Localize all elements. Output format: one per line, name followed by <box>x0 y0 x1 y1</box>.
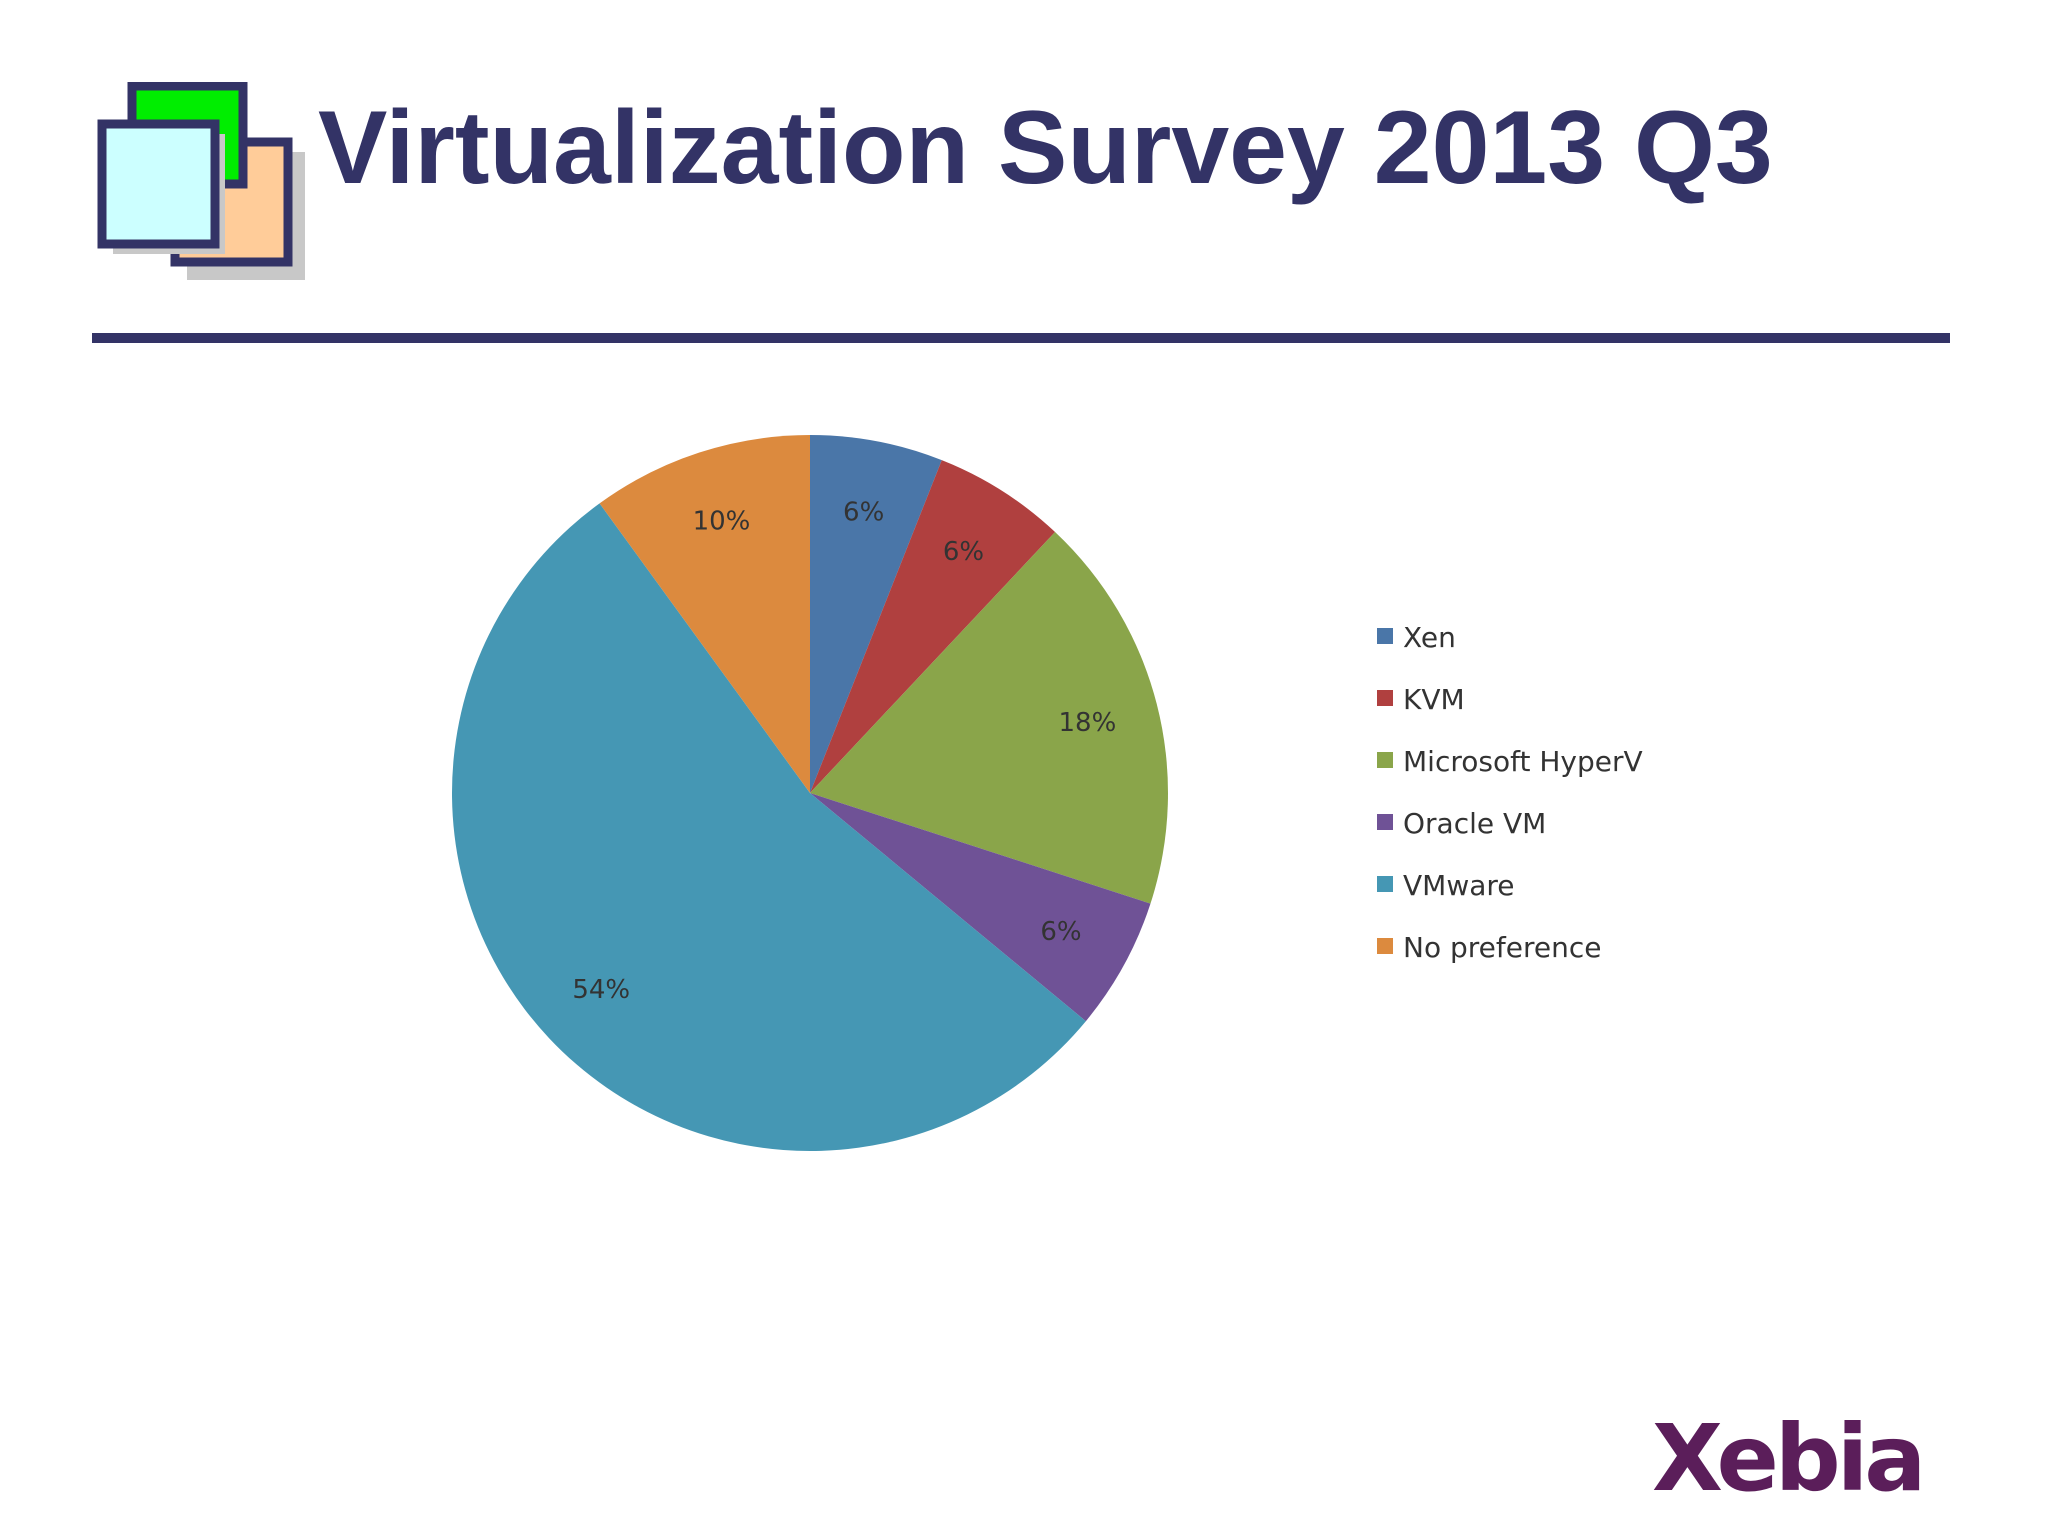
legend-swatch <box>1377 938 1393 954</box>
pie-data-labels: 6% 6% 18% 6% 54% 10% <box>572 498 1116 1005</box>
legend-label: VMware <box>1403 869 1515 902</box>
title-divider <box>92 333 1950 343</box>
pie-slice-no-preference <box>599 435 810 793</box>
chart-legend: Xen KVM Microsoft HyperV Oracle VM VMware No … <box>1377 621 1643 964</box>
legend-label: Xen <box>1403 621 1456 654</box>
page-title: Virtualization Survey 2013 Q3 <box>318 90 1773 206</box>
legend-swatch <box>1377 752 1393 768</box>
pie-slice-microsoft-hyperv <box>810 532 1168 904</box>
legend-swatch <box>1377 814 1393 830</box>
legend-swatch <box>1377 628 1393 644</box>
pie-data-label: 6% <box>843 498 884 528</box>
pie-data-label: 54% <box>572 975 630 1005</box>
legend-label: No preference <box>1403 931 1601 964</box>
legend-label: KVM <box>1403 683 1465 716</box>
pie-data-label: 6% <box>1040 917 1081 947</box>
pie-slice-kvm <box>810 460 1056 793</box>
legend-swatch <box>1377 876 1393 892</box>
pie-slices <box>451 435 1168 1152</box>
pie-data-label: 6% <box>943 537 984 567</box>
legend-label: Microsoft HyperV <box>1403 745 1643 778</box>
pie-slice-oracle-vm <box>810 793 1151 1022</box>
pie-data-label: 10% <box>693 507 751 537</box>
pie-slice-vmware <box>451 503 1086 1152</box>
svg-text:Xebia: Xebia <box>1652 1405 1922 1512</box>
stacked-windows-icon <box>97 82 305 280</box>
legend-label: Oracle VM <box>1403 807 1546 840</box>
pie-data-label: 18% <box>1059 708 1117 738</box>
xebia-logo: Xebia <box>1652 1405 1926 1512</box>
legend-swatch <box>1377 690 1393 706</box>
pie-slice-xen <box>810 435 942 793</box>
